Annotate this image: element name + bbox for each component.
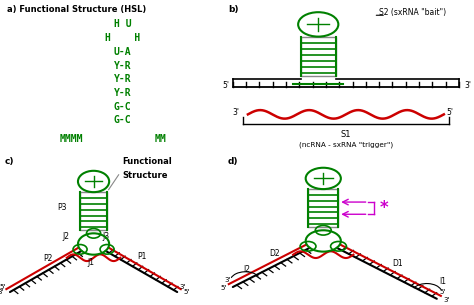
Text: MMMM: MMMM [60, 134, 83, 144]
Text: I2: I2 [243, 265, 250, 274]
Text: 5': 5' [223, 81, 230, 90]
Text: a) Functional Structure (HSL): a) Functional Structure (HSL) [7, 5, 146, 14]
FancyBboxPatch shape [308, 189, 338, 227]
Text: Functional: Functional [122, 157, 172, 166]
Text: H    H: H H [105, 33, 140, 43]
Text: Structure: Structure [122, 171, 168, 180]
Text: MM: MM [155, 134, 166, 144]
Text: S1: S1 [341, 130, 351, 139]
Text: 5': 5' [439, 289, 446, 295]
Text: J3: J3 [102, 232, 109, 242]
Text: 5': 5' [0, 284, 6, 290]
Text: G-C: G-C [114, 116, 131, 125]
Text: P1: P1 [137, 252, 146, 261]
Text: S2 (sxRNA "bait"): S2 (sxRNA "bait") [379, 8, 446, 17]
Text: I1: I1 [439, 277, 447, 285]
Text: J1: J1 [88, 258, 95, 267]
Text: Y-R: Y-R [114, 61, 131, 70]
Text: 5': 5' [183, 289, 189, 295]
Text: 3': 3' [233, 108, 240, 117]
Text: G-C: G-C [114, 102, 131, 112]
Text: d): d) [228, 157, 238, 166]
Text: *: * [379, 199, 388, 217]
Text: Y-R: Y-R [114, 88, 131, 98]
Text: c): c) [4, 157, 14, 166]
Text: 5': 5' [447, 108, 453, 117]
FancyBboxPatch shape [301, 37, 336, 76]
Text: Y-R: Y-R [114, 74, 131, 84]
Text: D2: D2 [269, 249, 280, 258]
Text: 3': 3' [443, 297, 450, 303]
Text: 3': 3' [224, 278, 230, 283]
Text: J2: J2 [62, 232, 69, 242]
Text: b): b) [228, 5, 238, 14]
Text: 3': 3' [464, 81, 471, 90]
Text: D1: D1 [392, 259, 402, 268]
Text: P3: P3 [57, 203, 67, 212]
Text: P2: P2 [43, 254, 53, 263]
Text: 3': 3' [0, 289, 4, 295]
FancyBboxPatch shape [80, 192, 107, 230]
Text: U-A: U-A [114, 47, 131, 57]
Text: (ncRNA - sxRNA "trigger"): (ncRNA - sxRNA "trigger") [299, 142, 393, 148]
Text: H U: H U [114, 20, 131, 29]
Text: 3': 3' [180, 284, 186, 290]
Text: 5': 5' [220, 285, 226, 291]
